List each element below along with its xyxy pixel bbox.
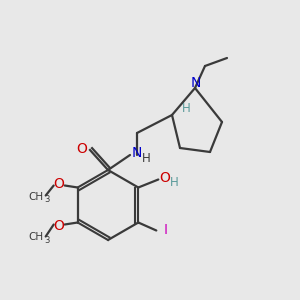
Text: N: N: [132, 146, 142, 160]
Text: H: H: [170, 176, 179, 189]
Text: O: O: [53, 218, 64, 233]
Text: O: O: [159, 172, 170, 185]
Text: O: O: [53, 178, 64, 191]
Text: O: O: [76, 142, 87, 156]
Text: CH: CH: [28, 191, 43, 202]
Text: CH: CH: [28, 232, 43, 242]
Text: I: I: [163, 224, 167, 238]
Text: N: N: [191, 76, 201, 90]
Text: 3: 3: [44, 236, 50, 245]
Text: H: H: [182, 103, 190, 116]
Text: 3: 3: [44, 195, 50, 204]
Text: H: H: [142, 152, 150, 164]
